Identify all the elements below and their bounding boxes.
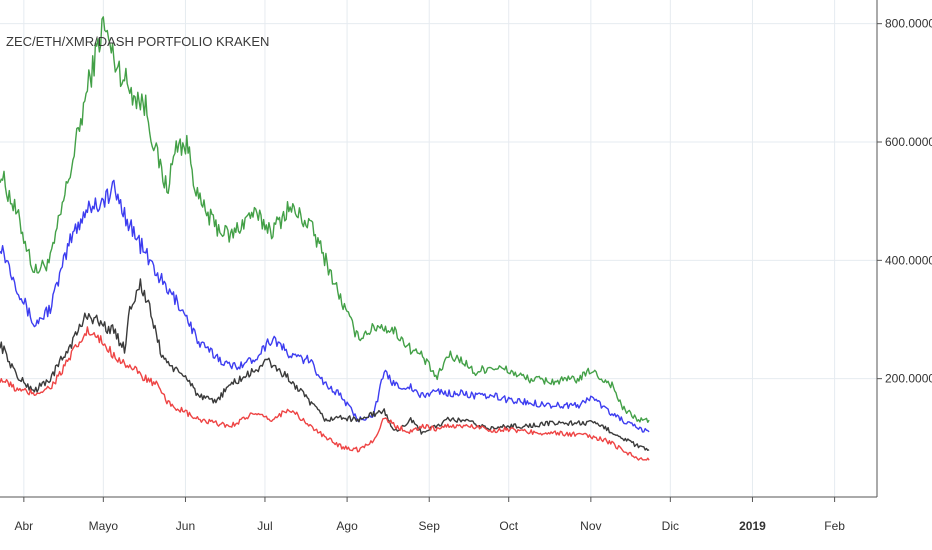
x-axis-ticks[interactable]: Abr Mayo Jun Jul Ago Sep Oct Nov Dic 2019 Feb bbox=[15, 497, 846, 533]
x-tick-label: Feb bbox=[824, 519, 845, 533]
series-line[interactable] bbox=[0, 278, 650, 451]
series-group bbox=[0, 16, 650, 461]
x-tick-label: Nov bbox=[580, 519, 601, 533]
x-tick-label: Abr bbox=[15, 519, 34, 533]
x-tick-label: Mayo bbox=[89, 519, 119, 533]
series-line[interactable] bbox=[0, 16, 650, 423]
x-tick-label: Oct bbox=[499, 519, 518, 533]
x-tick-label: Jul bbox=[257, 519, 272, 533]
y-tick-label: 800.0000 bbox=[885, 17, 932, 31]
x-tick-label: Sep bbox=[419, 519, 441, 533]
grid-lines bbox=[0, 0, 877, 497]
y-tick-label: 600.0000 bbox=[885, 135, 932, 149]
series-line[interactable] bbox=[0, 179, 650, 433]
x-tick-label: 2019 bbox=[739, 519, 766, 533]
x-tick-label: Jun bbox=[176, 519, 195, 533]
y-axis-ticks[interactable]: 200.0000 400.0000 600.0000 800.0000 bbox=[877, 17, 932, 386]
series-line[interactable] bbox=[0, 326, 650, 461]
x-tick-label: Dic bbox=[662, 519, 679, 533]
chart-title: ZEC/ETH/XMR/DASH PORTFOLIO KRAKEN bbox=[6, 34, 269, 49]
y-tick-label: 400.0000 bbox=[885, 253, 932, 267]
x-tick-label: Ago bbox=[336, 519, 358, 533]
y-tick-label: 200.0000 bbox=[885, 372, 932, 386]
